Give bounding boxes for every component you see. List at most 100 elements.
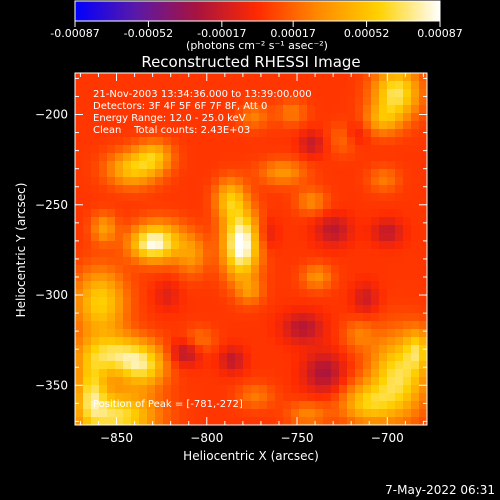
heatmap-cell	[91, 281, 100, 290]
heatmap-cell	[235, 305, 244, 314]
heatmap-cell	[299, 273, 308, 282]
heatmap-cell	[187, 89, 196, 98]
heatmap-cell	[323, 401, 332, 410]
heatmap-cell	[347, 297, 356, 306]
heatmap-cell	[387, 185, 396, 194]
heatmap-cell	[91, 113, 100, 122]
heatmap-cell	[307, 393, 316, 402]
heatmap-cell	[395, 273, 404, 282]
heatmap-cell	[139, 369, 148, 378]
heatmap-cell	[419, 201, 427, 210]
heatmap-cell	[331, 153, 340, 162]
heatmap-cell	[315, 113, 324, 122]
heatmap-cell	[291, 193, 300, 202]
heatmap-cell	[307, 313, 316, 322]
heatmap-cell	[307, 73, 316, 82]
heatmap-cell	[227, 353, 236, 362]
heatmap-cell	[299, 265, 308, 274]
heatmap-cell	[411, 233, 420, 242]
heatmap-cell	[283, 353, 292, 362]
heatmap-cell	[331, 313, 340, 322]
heatmap-cell	[211, 353, 220, 362]
heatmap-cell	[275, 89, 284, 98]
heatmap-cell	[291, 257, 300, 266]
heatmap-cell	[107, 217, 116, 226]
heatmap-cell	[371, 113, 380, 122]
heatmap-cell	[267, 185, 276, 194]
heatmap-cell	[307, 297, 316, 306]
heatmap-cell	[251, 337, 260, 346]
heatmap-cell	[155, 225, 164, 234]
heatmap-cell	[275, 297, 284, 306]
heatmap-cell	[227, 121, 236, 130]
heatmap-cell	[339, 193, 348, 202]
heatmap-cell	[155, 393, 164, 402]
heatmap-cell	[395, 161, 404, 170]
heatmap-cell	[115, 409, 124, 418]
heatmap-cell	[147, 209, 156, 218]
heatmap-cell	[259, 153, 268, 162]
heatmap-cell	[283, 345, 292, 354]
heatmap-cell	[131, 145, 140, 154]
heatmap-cell	[243, 105, 252, 114]
heatmap-cell	[267, 121, 276, 130]
heatmap-cell	[83, 209, 92, 218]
heatmap-cell	[315, 281, 324, 290]
heatmap-cell	[259, 121, 268, 130]
heatmap-cell	[251, 249, 260, 258]
heatmap-cell	[419, 353, 427, 362]
heatmap-cell	[187, 297, 196, 306]
heatmap-cell	[75, 153, 84, 162]
heatmap-cell	[315, 345, 324, 354]
heatmap-cell	[219, 169, 228, 178]
heatmap-cell	[315, 121, 324, 130]
heatmap-cell	[211, 169, 220, 178]
heatmap-cell	[115, 97, 124, 106]
heatmap-cell	[131, 193, 140, 202]
heatmap-cell	[163, 121, 172, 130]
heatmap-cell	[291, 273, 300, 282]
heatmap-cell	[411, 225, 420, 234]
heatmap-cell	[347, 201, 356, 210]
heatmap-cell	[379, 401, 388, 410]
heatmap-cell	[355, 161, 364, 170]
heatmap-cell	[211, 185, 220, 194]
heatmap-cell	[379, 345, 388, 354]
heatmap-cell	[331, 201, 340, 210]
heatmap-cell	[211, 313, 220, 322]
heatmap-cell	[107, 89, 116, 98]
heatmap-cell	[83, 129, 92, 138]
heatmap-cell	[371, 313, 380, 322]
heatmap-cell	[155, 185, 164, 194]
heatmap-cell	[363, 225, 372, 234]
heatmap-cell	[123, 321, 132, 330]
colorbar-tick-label: -0.00017	[197, 27, 246, 40]
heatmap-cell	[379, 201, 388, 210]
heatmap-cell	[227, 81, 236, 90]
heatmap-cell	[115, 241, 124, 250]
heatmap-cell	[395, 225, 404, 234]
heatmap-cell	[275, 361, 284, 370]
heatmap-cell	[411, 409, 420, 418]
heatmap-cell	[179, 417, 188, 425]
heatmap-cell	[379, 313, 388, 322]
heatmap-cell	[131, 73, 140, 82]
heatmap-cell	[99, 321, 108, 330]
heatmap-cell	[275, 265, 284, 274]
heatmap-cell	[251, 89, 260, 98]
heatmap-cell	[83, 417, 92, 425]
heatmap-cell	[211, 273, 220, 282]
heatmap-cell	[179, 321, 188, 330]
heatmap-cell	[139, 89, 148, 98]
heatmap-cell	[139, 305, 148, 314]
heatmap-cell	[283, 233, 292, 242]
heatmap-cell	[219, 193, 228, 202]
heatmap-cell	[307, 337, 316, 346]
heatmap-cell	[323, 161, 332, 170]
heatmap-cell	[283, 217, 292, 226]
heatmap-cell	[211, 73, 220, 82]
heatmap-cell	[243, 273, 252, 282]
heatmap-cell	[131, 209, 140, 218]
heatmap-cell	[403, 257, 412, 266]
heatmap-cell	[363, 249, 372, 258]
